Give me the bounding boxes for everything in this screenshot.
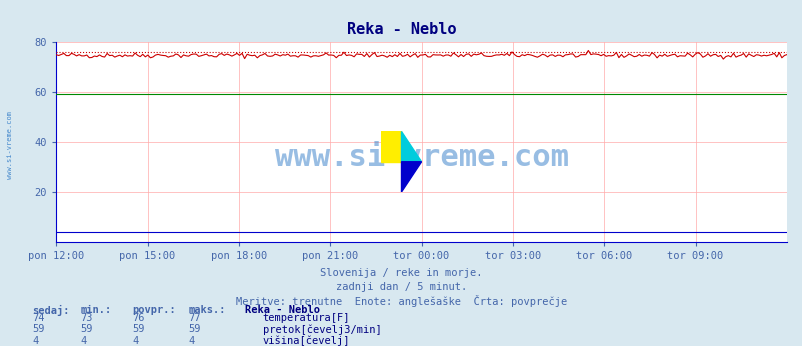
Text: 74: 74: [32, 313, 45, 323]
Text: Meritve: trenutne  Enote: anglešaške  Črta: povprečje: Meritve: trenutne Enote: anglešaške Črta…: [236, 295, 566, 307]
Text: 77: 77: [188, 313, 201, 323]
Polygon shape: [401, 131, 421, 162]
Text: temperatura[F]: temperatura[F]: [262, 313, 350, 323]
Text: Reka - Neblo: Reka - Neblo: [346, 22, 456, 37]
Text: pretok[čevelj3/min]: pretok[čevelj3/min]: [262, 324, 381, 335]
Text: min.:: min.:: [80, 305, 111, 315]
Text: 59: 59: [188, 324, 201, 334]
Text: Slovenija / reke in morje.: Slovenija / reke in morje.: [320, 268, 482, 278]
Text: 59: 59: [80, 324, 93, 334]
Text: 4: 4: [132, 336, 139, 346]
Polygon shape: [381, 131, 401, 162]
Text: 4: 4: [32, 336, 38, 346]
Text: sedaj:: sedaj:: [32, 305, 70, 316]
Text: Reka - Neblo: Reka - Neblo: [245, 305, 319, 315]
Text: povpr.:: povpr.:: [132, 305, 176, 315]
Text: 59: 59: [132, 324, 145, 334]
Text: maks.:: maks.:: [188, 305, 226, 315]
Text: 73: 73: [80, 313, 93, 323]
Text: 4: 4: [80, 336, 87, 346]
Text: višina[čevelj]: višina[čevelj]: [262, 336, 350, 346]
Text: www.si-vreme.com: www.si-vreme.com: [274, 143, 568, 172]
Text: zadnji dan / 5 minut.: zadnji dan / 5 minut.: [335, 282, 467, 292]
Text: www.si-vreme.com: www.si-vreme.com: [6, 111, 13, 179]
Polygon shape: [401, 162, 421, 192]
Text: 59: 59: [32, 324, 45, 334]
Text: 76: 76: [132, 313, 145, 323]
Text: 4: 4: [188, 336, 195, 346]
